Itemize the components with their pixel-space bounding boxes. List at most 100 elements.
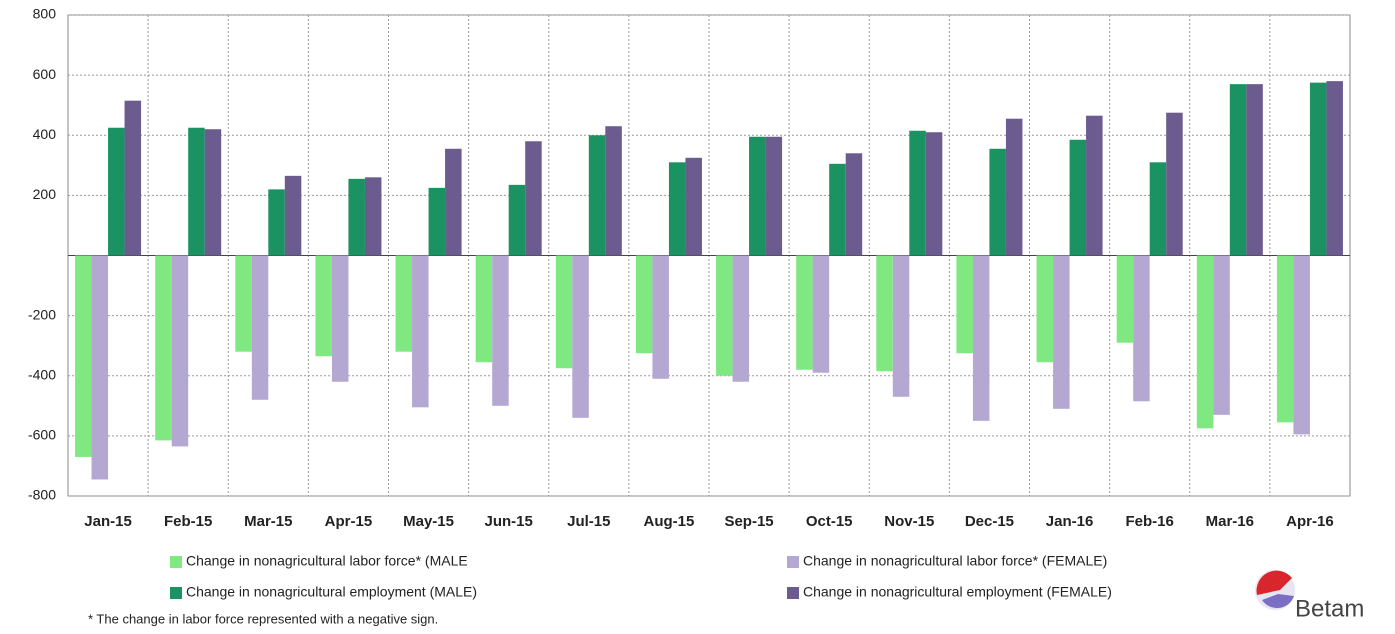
bar [972,255,990,421]
y-tick-label: 800 [33,6,57,22]
bar [749,136,766,256]
bar [1326,81,1343,256]
x-tick-label: Jan-15 [84,513,132,530]
bar [956,255,973,354]
bar [315,255,332,357]
bar [588,135,606,256]
bar [635,255,653,354]
y-tick-label: -600 [28,427,56,443]
bar [1246,84,1263,256]
bar [1005,118,1023,256]
bar [108,127,125,256]
x-tick-label: Jan-16 [1046,513,1094,530]
y-tick-label: 600 [33,66,57,82]
bar [1229,84,1247,256]
bar [171,255,189,447]
legend-label: Change in nonagricultural labor force* (… [803,553,1107,569]
bar [1036,255,1054,363]
bar [909,130,926,256]
bar [188,127,205,256]
x-tick-label: Sep-15 [724,513,773,530]
bar [796,255,813,370]
bar [445,148,462,256]
bar [251,255,269,400]
bar [652,255,669,379]
bar [1309,82,1327,256]
x-tick-label: Apr-16 [1286,513,1334,530]
bar [892,255,910,397]
bar [284,175,302,256]
x-tick-label: Jul-15 [567,513,610,530]
bar [716,255,733,376]
legend-label: Change in nonagricultural employment (MA… [186,584,477,600]
bar [685,157,702,256]
bar [1053,255,1070,409]
bar [331,255,349,382]
x-tick-label: Jun-15 [485,513,533,530]
bar [1069,139,1087,256]
bar [1213,255,1230,415]
bar [989,148,1006,256]
x-tick-label: Feb-15 [164,513,212,530]
x-tick-label: May-15 [403,513,454,530]
bar [812,255,830,373]
bar [525,141,542,256]
logo-mark [1256,570,1292,595]
bar [492,255,509,406]
x-tick-label: Mar-15 [244,513,292,530]
y-tick-label: 400 [33,126,57,142]
y-tick-label: -400 [28,366,56,382]
bar [1116,255,1134,343]
bar [235,255,252,352]
bar [1293,255,1310,435]
x-tick-label: Aug-15 [644,513,695,530]
bar [668,162,686,256]
legend-label: Change in nonagricultural employment (FE… [803,584,1112,600]
bar [1149,162,1167,256]
bar [412,255,429,408]
legend-label: Change in nonagricultural labor force* (… [186,553,468,569]
x-tick-label: Oct-15 [806,513,853,530]
x-tick-label: Nov-15 [884,513,934,530]
bar [1196,255,1214,429]
bar [765,136,783,256]
x-tick-label: Apr-15 [325,513,373,530]
x-tick-label: Dec-15 [965,513,1014,530]
logo-text: Betam [1295,595,1364,622]
bar [1133,255,1150,402]
bar [555,255,573,369]
y-tick-label: -200 [28,306,56,322]
bar [428,187,446,256]
logo-mark [1262,594,1294,609]
bar [1086,115,1103,256]
x-tick-label: Feb-16 [1126,513,1174,530]
bar [1166,112,1183,256]
logo: Betam [1255,570,1364,622]
bar [204,129,222,256]
y-tick-label: 200 [33,186,57,202]
bar [1276,255,1294,423]
bar [508,184,526,256]
bar [572,255,589,418]
bar [475,255,493,363]
legend-swatch [787,556,799,568]
bar [845,153,863,256]
x-tick-label: Mar-16 [1206,513,1254,530]
bar [155,255,172,441]
bar [876,255,893,372]
bar [364,177,382,256]
bar [395,255,413,352]
footnote: * The change in labor force represented … [88,611,438,626]
bar [732,255,750,382]
bar [91,255,109,480]
bar [75,255,92,457]
bar [605,126,622,256]
bar [829,163,846,256]
bar [268,189,285,256]
bar [348,178,365,256]
legend-swatch [787,587,799,599]
bar [925,132,943,256]
legend-swatch [170,587,182,599]
y-tick-label: -800 [28,487,56,503]
